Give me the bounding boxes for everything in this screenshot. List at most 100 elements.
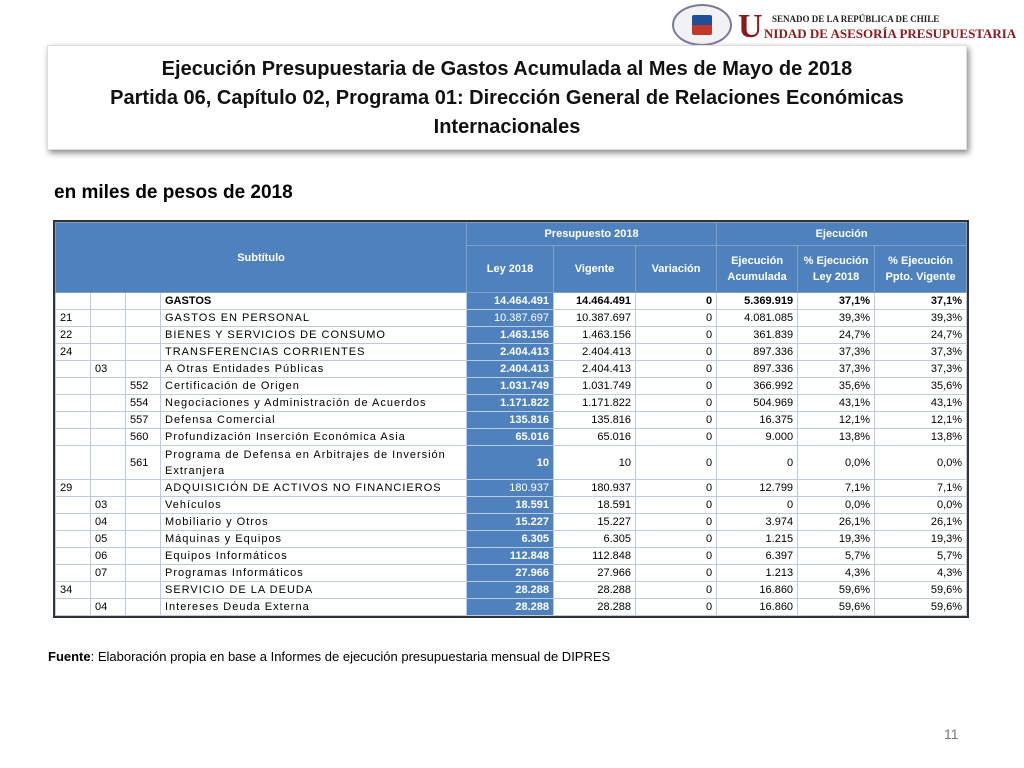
code-cell: [125, 479, 161, 497]
value-cell: 1.463.156: [466, 326, 555, 344]
table-row: 04 Mobiliario y Otros 15.227 15.227 0 3.974 26…: [55, 513, 968, 531]
value-cell: 35,6%: [874, 377, 968, 395]
value-cell: 28.288: [466, 598, 555, 616]
value-cell: 13,8%: [797, 428, 876, 446]
name-cell: GASTOS EN PERSONAL: [159, 309, 468, 327]
value-cell: 59,6%: [874, 581, 968, 599]
name-cell: ADQUISICIÓN DE ACTIVOS NO FINANCIEROS: [159, 479, 468, 497]
code-cell: [55, 428, 91, 446]
code-cell: 561: [125, 445, 161, 480]
code-cell: [55, 513, 91, 531]
table-row: 07 Programas Informáticos 27.966 27.966 0 1.2…: [55, 564, 968, 582]
code-cell: 560: [125, 428, 161, 446]
table-row: 29 ADQUISICIÓN DE ACTIVOS NO FINANCIEROS 1…: [55, 479, 968, 497]
value-cell: 7,1%: [874, 479, 968, 497]
header-cell: Ejecución: [716, 222, 968, 246]
value-cell: 0: [716, 496, 799, 514]
table-head: Subtítulo Presupuesto 2018 Ejecución Ley…: [54, 222, 968, 293]
code-cell: [125, 326, 161, 344]
code-cell: [125, 581, 161, 599]
code-cell: 24: [55, 343, 91, 361]
value-cell: 12.799: [716, 479, 799, 497]
page-number: 11: [944, 726, 959, 742]
value-cell: 7,1%: [797, 479, 876, 497]
value-cell: 5,7%: [797, 547, 876, 565]
value-cell: 28.288: [553, 581, 637, 599]
code-cell: 557: [125, 411, 161, 429]
value-cell: 0: [635, 581, 718, 599]
value-cell: 0: [635, 547, 718, 565]
code-cell: [125, 564, 161, 582]
value-cell: 39,3%: [797, 309, 876, 327]
code-cell: [125, 292, 161, 310]
value-cell: 6.305: [553, 530, 637, 548]
column-header: Ejecución Acumulada: [716, 245, 799, 293]
name-cell: Intereses Deuda Externa: [159, 598, 468, 616]
table-row: 552 Certificación de Origen 1.031.749 1.031…: [55, 377, 968, 395]
table-row: 560 Profundización Inserción Económica As…: [55, 428, 968, 446]
value-cell: 0: [635, 564, 718, 582]
value-cell: 16.860: [716, 598, 799, 616]
table-row: 06 Equipos Informáticos 112.848 112.848 0 6.3…: [55, 547, 968, 565]
value-cell: 37,1%: [874, 292, 968, 310]
table-row: 24 TRANSFERENCIAS CORRIENTES 2.404.413 2.40…: [55, 343, 968, 361]
code-cell: [125, 530, 161, 548]
value-cell: 0: [635, 479, 718, 497]
title-box: Ejecución Presupuestaria de Gastos Acumu…: [47, 45, 967, 150]
value-cell: 13,8%: [874, 428, 968, 446]
table-body: GASTOS 14.464.491 14.464.491 0 5.369.919 37,1…: [55, 292, 968, 616]
value-cell: 361.839: [716, 326, 799, 344]
value-cell: 2.404.413: [553, 343, 637, 361]
name-cell: Defensa Comercial: [159, 411, 468, 429]
value-cell: 24,7%: [874, 326, 968, 344]
header-cell: Presupuesto 2018: [466, 222, 718, 246]
code-cell: [125, 547, 161, 565]
value-cell: 1.213: [716, 564, 799, 582]
value-cell: 0: [635, 343, 718, 361]
code-cell: [90, 292, 126, 310]
code-cell: 06: [90, 547, 126, 565]
value-cell: 6.397: [716, 547, 799, 565]
value-cell: 9.000: [716, 428, 799, 446]
value-cell: 1.463.156: [553, 326, 637, 344]
value-cell: 12,1%: [797, 411, 876, 429]
name-cell: GASTOS: [159, 292, 468, 310]
value-cell: 1.031.749: [466, 377, 555, 395]
value-cell: 59,6%: [797, 581, 876, 599]
logo: SENADO DE LA REPÚBLICA DE CHILE U NIDAD …: [672, 4, 1017, 48]
name-cell: Máquinas y Equipos: [159, 530, 468, 548]
name-cell: SERVICIO DE LA DEUDA: [159, 581, 468, 599]
value-cell: 37,3%: [797, 343, 876, 361]
value-cell: 897.336: [716, 360, 799, 378]
code-cell: 04: [90, 513, 126, 531]
value-cell: 16.375: [716, 411, 799, 429]
column-header: Variación: [635, 245, 718, 293]
value-cell: 37,3%: [874, 360, 968, 378]
code-cell: [55, 547, 91, 565]
value-cell: 37,3%: [797, 360, 876, 378]
value-cell: 59,6%: [797, 598, 876, 616]
value-cell: 5.369.919: [716, 292, 799, 310]
source-label: Fuente: [48, 649, 91, 664]
value-cell: 10: [553, 445, 637, 480]
value-cell: 0,0%: [797, 496, 876, 514]
code-cell: 22: [55, 326, 91, 344]
column-header: Vigente: [553, 245, 637, 293]
value-cell: 504.969: [716, 394, 799, 412]
value-cell: 28.288: [466, 581, 555, 599]
value-cell: 15.227: [466, 513, 555, 531]
column-header: % Ejecución Ley 2018: [797, 245, 876, 293]
code-cell: 03: [90, 496, 126, 514]
value-cell: 4.081.085: [716, 309, 799, 327]
value-cell: 0,0%: [874, 496, 968, 514]
code-cell: 05: [90, 530, 126, 548]
value-cell: 0: [635, 530, 718, 548]
value-cell: 0: [635, 513, 718, 531]
name-cell: Certificación de Origen: [159, 377, 468, 395]
code-cell: [90, 428, 126, 446]
value-cell: 4,3%: [797, 564, 876, 582]
title: Ejecución Presupuestaria de Gastos Acumu…: [161, 58, 853, 80]
value-cell: 26,1%: [874, 513, 968, 531]
code-cell: [125, 343, 161, 361]
